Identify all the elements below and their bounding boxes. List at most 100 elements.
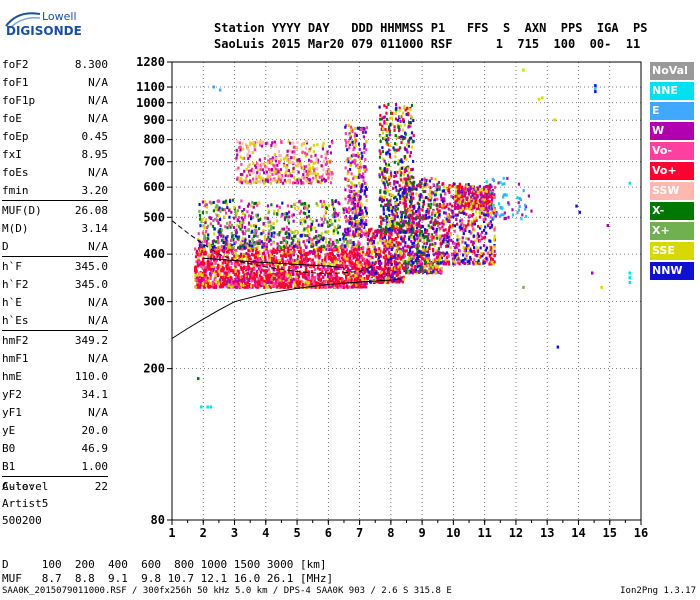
echo-point xyxy=(211,283,214,287)
echo-point xyxy=(356,152,359,155)
echo-point xyxy=(491,249,494,253)
echo-point xyxy=(275,143,278,147)
echo-point xyxy=(233,267,236,271)
echo-point xyxy=(241,230,244,234)
echo-point xyxy=(418,198,421,202)
echo-point xyxy=(382,250,385,254)
echo-point xyxy=(292,141,295,145)
echo-point xyxy=(360,246,363,250)
echo-point xyxy=(234,251,237,255)
echo-point xyxy=(484,237,487,241)
echo-point xyxy=(335,276,338,280)
echo-point xyxy=(441,234,445,238)
echo-point xyxy=(353,175,356,179)
echo-point xyxy=(322,160,325,164)
echo-point xyxy=(262,252,266,256)
echo-point xyxy=(402,237,406,241)
echo-point xyxy=(217,239,220,242)
echo-point xyxy=(237,283,240,286)
echo-point xyxy=(257,254,260,258)
echo-point xyxy=(436,257,439,261)
echo-point xyxy=(244,281,247,285)
echo-point xyxy=(255,247,258,251)
echo-point xyxy=(468,194,471,198)
echo-point xyxy=(349,254,352,258)
echo-point xyxy=(239,285,242,289)
echo-point xyxy=(248,169,251,173)
echo-point xyxy=(363,192,366,196)
echo-point xyxy=(299,164,303,168)
echo-point xyxy=(241,237,244,241)
echo-point xyxy=(371,268,374,272)
echo-point xyxy=(478,215,481,219)
echo-point xyxy=(254,164,257,168)
echo-point xyxy=(353,225,356,228)
echo-point xyxy=(490,195,493,199)
echo-point xyxy=(303,169,306,173)
echo-point xyxy=(410,259,413,263)
echo-point xyxy=(443,211,446,215)
echo-point xyxy=(210,250,213,254)
echo-point xyxy=(491,188,495,192)
echo-point xyxy=(467,237,470,241)
echo-point xyxy=(403,234,406,238)
echo-point xyxy=(410,239,413,243)
echo-point xyxy=(248,163,251,167)
echo-point xyxy=(210,253,213,257)
echo-point xyxy=(412,245,415,248)
echo-point xyxy=(441,253,444,257)
echo-point xyxy=(433,221,436,225)
echo-point xyxy=(262,259,265,263)
echo-point xyxy=(221,268,224,272)
echo-point xyxy=(315,252,318,256)
echo-point xyxy=(429,205,432,209)
echo-point xyxy=(416,226,419,230)
echo-point xyxy=(322,245,325,249)
echo-point xyxy=(327,223,330,227)
echo-point xyxy=(239,180,242,184)
echo-point xyxy=(269,285,272,289)
echo-points xyxy=(193,68,631,409)
echo-point xyxy=(260,275,263,279)
echo-point xyxy=(297,164,300,168)
echo-point xyxy=(433,230,436,234)
echo-point xyxy=(354,251,357,255)
echo-point xyxy=(363,259,367,263)
echo-point xyxy=(430,216,434,220)
echo-point xyxy=(286,250,289,254)
echo-point xyxy=(252,234,255,238)
echo-point xyxy=(331,279,334,283)
echo-point xyxy=(333,254,336,258)
echo-point xyxy=(363,257,366,261)
echo-point xyxy=(297,250,301,254)
echo-point xyxy=(359,190,362,194)
echo-point xyxy=(195,260,198,264)
echo-point xyxy=(304,272,307,276)
echo-point xyxy=(324,153,327,157)
echo-point xyxy=(304,220,307,224)
echo-point xyxy=(442,238,445,242)
echo-point xyxy=(339,262,342,266)
echo-point xyxy=(217,221,220,225)
echo-point xyxy=(432,249,435,253)
echo-point xyxy=(406,197,409,201)
echo-point xyxy=(348,272,351,276)
echo-point xyxy=(476,194,479,198)
echo-point xyxy=(442,185,445,189)
echo-point xyxy=(205,243,208,247)
echo-point xyxy=(198,213,202,217)
echo-point xyxy=(316,238,319,242)
echo-point xyxy=(427,197,430,201)
echo-point xyxy=(315,283,318,287)
echo-point xyxy=(378,264,382,267)
echo-point xyxy=(363,151,366,154)
echo-point xyxy=(435,227,438,231)
echo-point xyxy=(461,240,464,244)
echo-point xyxy=(242,218,245,222)
echo-point xyxy=(403,261,406,265)
echo-point xyxy=(212,269,215,273)
echo-point xyxy=(281,257,284,261)
echo-point xyxy=(316,167,319,171)
echo-point xyxy=(276,279,279,283)
echo-point xyxy=(473,246,476,249)
